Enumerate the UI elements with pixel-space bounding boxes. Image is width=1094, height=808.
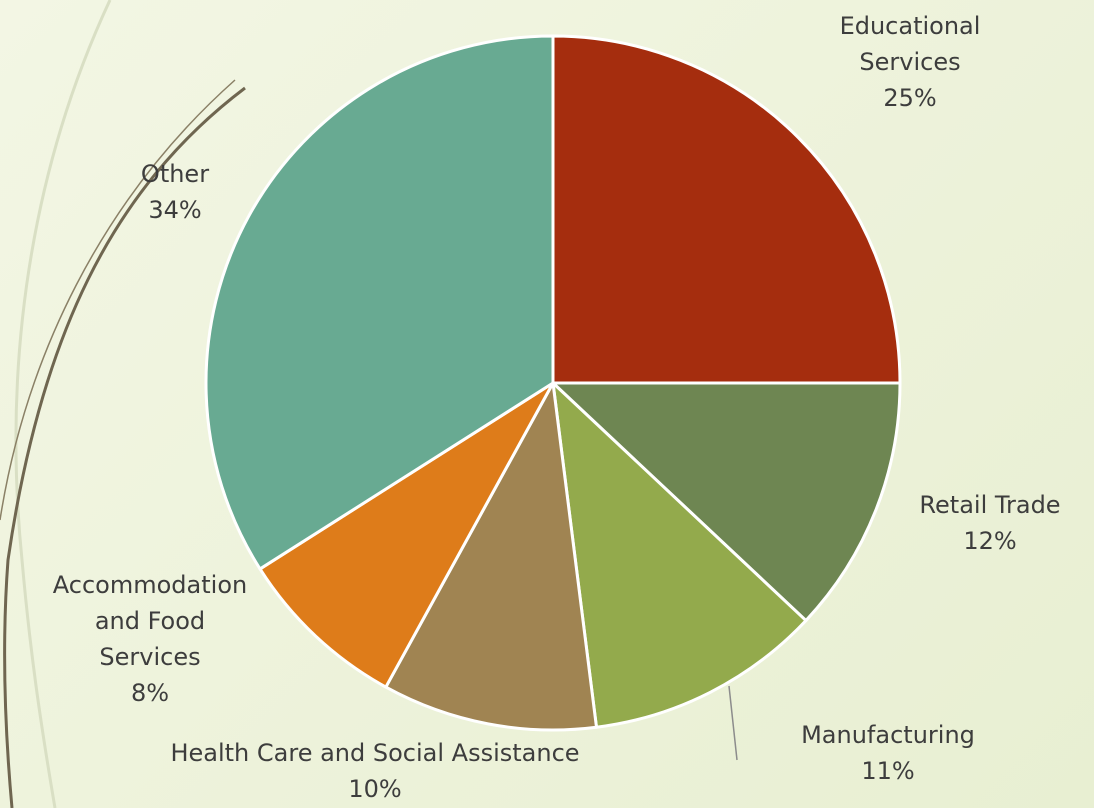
label-health-line1: Health Care and Social Assistance (170, 739, 580, 767)
background-swoosh-light (14, 0, 112, 808)
pie-slice-accommodation-and-food-services (258, 381, 555, 689)
label-retail-line1: Retail Trade (919, 491, 1061, 519)
label-retail-trade: Retail Trade 12% (890, 487, 1090, 559)
background-swoosh-dark-2 (0, 79, 236, 521)
label-health-value: 10% (348, 775, 402, 803)
label-educational-line1: Educational (839, 12, 981, 40)
label-accommodation-line3: Services (99, 643, 201, 671)
label-other-line1: Other (140, 160, 210, 188)
label-accommodation-line1: Accommodation (52, 571, 248, 599)
label-accommodation-food: Accommodation and Food Services 8% (0, 567, 300, 711)
label-educational-line2: Services (859, 48, 961, 76)
pie-slice-health-care-and-social-assistance (384, 381, 598, 732)
label-manufacturing-line1: Manufacturing (801, 721, 975, 749)
label-other: Other 34% (100, 156, 250, 228)
pie-slice-other (204, 34, 555, 571)
label-health-care: Health Care and Social Assistance 10% (100, 735, 650, 807)
label-educational-services: Educational Services 25% (790, 8, 1030, 116)
background-swoosh-dark (3, 86, 246, 808)
label-manufacturing: Manufacturing 11% (758, 717, 1018, 789)
label-accommodation-line2: and Food (94, 607, 206, 635)
label-other-value: 34% (148, 196, 202, 224)
label-accommodation-value: 8% (130, 679, 170, 707)
label-retail-value: 12% (963, 527, 1017, 555)
pie-slice-retail-trade (551, 381, 902, 623)
manufacturing-leader-line (728, 685, 738, 761)
pie-slice-educational-services (551, 34, 902, 385)
label-manufacturing-value: 11% (861, 757, 915, 785)
pie-slice-manufacturing (551, 381, 808, 729)
label-educational-value: 25% (883, 84, 937, 112)
